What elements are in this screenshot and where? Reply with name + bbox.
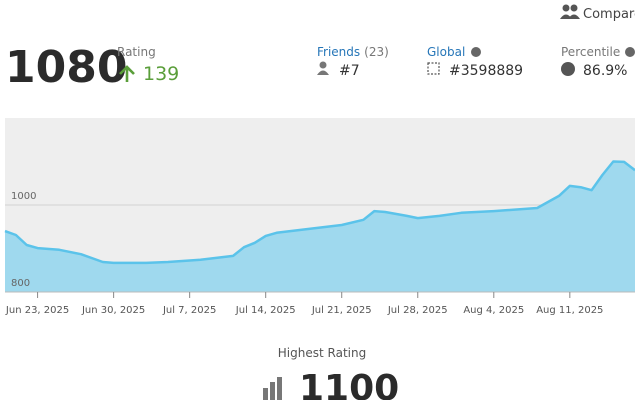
rating-label: Rating xyxy=(117,45,156,59)
x-tick-label: Aug 11, 2025 xyxy=(536,305,603,316)
help-icon[interactable] xyxy=(625,47,635,57)
y-tick-label: 1000 xyxy=(11,191,36,202)
x-tick-label: Aug 4, 2025 xyxy=(463,305,524,316)
person-icon xyxy=(317,70,329,75)
highest-value: 1100 xyxy=(299,368,399,400)
icon-bar xyxy=(277,377,282,400)
pie-icon xyxy=(561,62,575,76)
bar-icon xyxy=(263,377,282,400)
highest-label: Highest Rating xyxy=(278,346,366,360)
x-tick-label: Jul 28, 2025 xyxy=(387,305,448,316)
compare-label[interactable]: Compare xyxy=(583,7,635,22)
grid-icon xyxy=(427,62,440,75)
compare-button[interactable]: Compare xyxy=(560,4,635,23)
friends-header: Friends (23) xyxy=(317,45,389,59)
rating-change: 139 xyxy=(143,63,179,85)
icon xyxy=(570,4,578,12)
percentile-label: Percentile xyxy=(561,45,620,59)
rating-value: 1080 xyxy=(5,42,127,93)
person-icon xyxy=(319,61,327,69)
icon-bar xyxy=(263,388,268,400)
x-tick-label: Jun 30, 2025 xyxy=(81,305,145,316)
icon xyxy=(562,4,570,12)
y-tick-label: 800 xyxy=(11,278,30,289)
percentile-value: 86.9% xyxy=(583,63,627,79)
x-tick-label: Jul 7, 2025 xyxy=(162,305,216,316)
friends-count: (23) xyxy=(364,45,389,59)
rating-chart: 800 1000 Jun 23, 2025 Jun 30, 2025 Jul 7, 20… xyxy=(4,118,635,316)
line xyxy=(4,160,635,265)
area xyxy=(5,161,635,292)
friends-label[interactable]: Friends xyxy=(317,45,360,59)
x-tick-label: Jun 23, 2025 xyxy=(5,305,69,316)
x-tick-label: Jul 14, 2025 xyxy=(235,305,296,316)
global-rank: #3598889 xyxy=(449,63,523,79)
up-arrow xyxy=(119,65,135,82)
x-tick-label: Jul 21, 2025 xyxy=(311,305,372,316)
icon-bar xyxy=(270,382,275,400)
friends-rank: #7 xyxy=(339,63,360,79)
global-label[interactable]: Global xyxy=(427,45,465,59)
icon xyxy=(568,14,580,19)
help-icon[interactable] xyxy=(471,47,481,57)
